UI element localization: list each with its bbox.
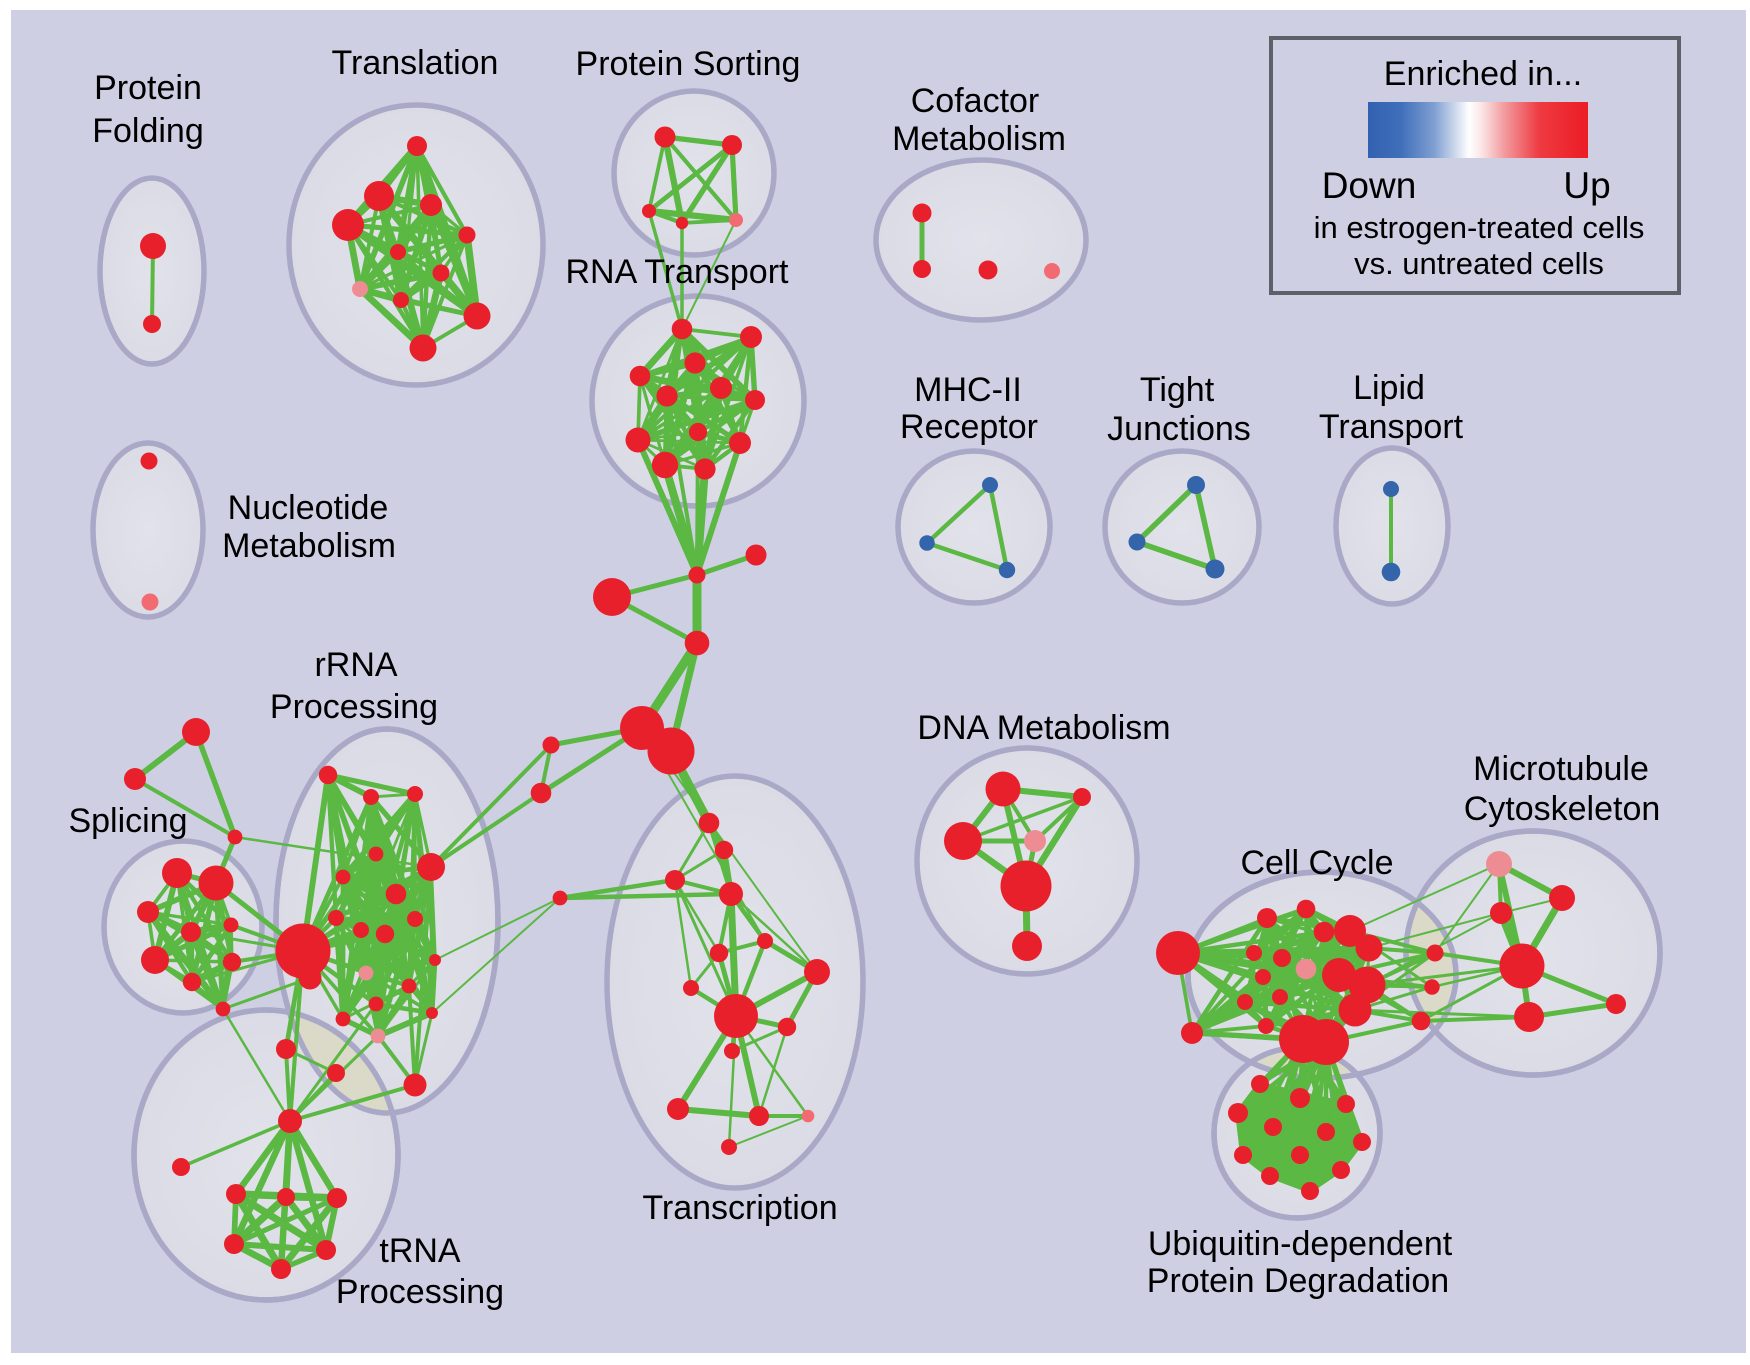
svg-text:Processing: Processing xyxy=(270,688,438,726)
svg-text:RNA Transport: RNA Transport xyxy=(566,253,790,291)
svg-text:Protein Sorting: Protein Sorting xyxy=(576,45,801,83)
svg-text:Transport: Transport xyxy=(1319,408,1464,446)
svg-text:Tight: Tight xyxy=(1140,371,1215,409)
svg-text:Cofactor: Cofactor xyxy=(911,82,1040,120)
svg-text:MHC-II: MHC-II xyxy=(914,371,1022,409)
svg-text:Nucleotide: Nucleotide xyxy=(228,489,389,527)
svg-text:Metabolism: Metabolism xyxy=(222,527,396,565)
svg-text:Enriched in...: Enriched in... xyxy=(1384,55,1582,93)
svg-text:Cell Cycle: Cell Cycle xyxy=(1240,844,1393,882)
svg-text:rRNA: rRNA xyxy=(314,646,397,684)
svg-text:vs. untreated cells: vs. untreated cells xyxy=(1354,246,1604,281)
svg-text:Receptor: Receptor xyxy=(900,408,1038,446)
svg-text:Processing: Processing xyxy=(336,1273,504,1311)
svg-text:Splicing: Splicing xyxy=(68,802,187,840)
svg-text:Translation: Translation xyxy=(332,44,499,82)
svg-text:tRNA: tRNA xyxy=(379,1232,461,1270)
svg-text:Transcription: Transcription xyxy=(642,1189,837,1227)
svg-text:Down: Down xyxy=(1322,165,1417,206)
svg-text:DNA Metabolism: DNA Metabolism xyxy=(917,709,1170,747)
svg-text:Folding: Folding xyxy=(92,112,204,150)
svg-text:Protein Degradation: Protein Degradation xyxy=(1147,1262,1449,1300)
svg-text:Lipid: Lipid xyxy=(1353,369,1425,407)
svg-text:in estrogen-treated cells: in estrogen-treated cells xyxy=(1314,210,1645,245)
svg-text:Microtubule: Microtubule xyxy=(1473,750,1649,788)
svg-text:Protein: Protein xyxy=(94,69,202,107)
svg-text:Junctions: Junctions xyxy=(1107,410,1251,448)
svg-text:Metabolism: Metabolism xyxy=(892,120,1066,158)
svg-text:Cytoskeleton: Cytoskeleton xyxy=(1464,790,1661,828)
svg-text:Ubiquitin-dependent: Ubiquitin-dependent xyxy=(1148,1225,1453,1263)
svg-text:Up: Up xyxy=(1563,165,1610,206)
